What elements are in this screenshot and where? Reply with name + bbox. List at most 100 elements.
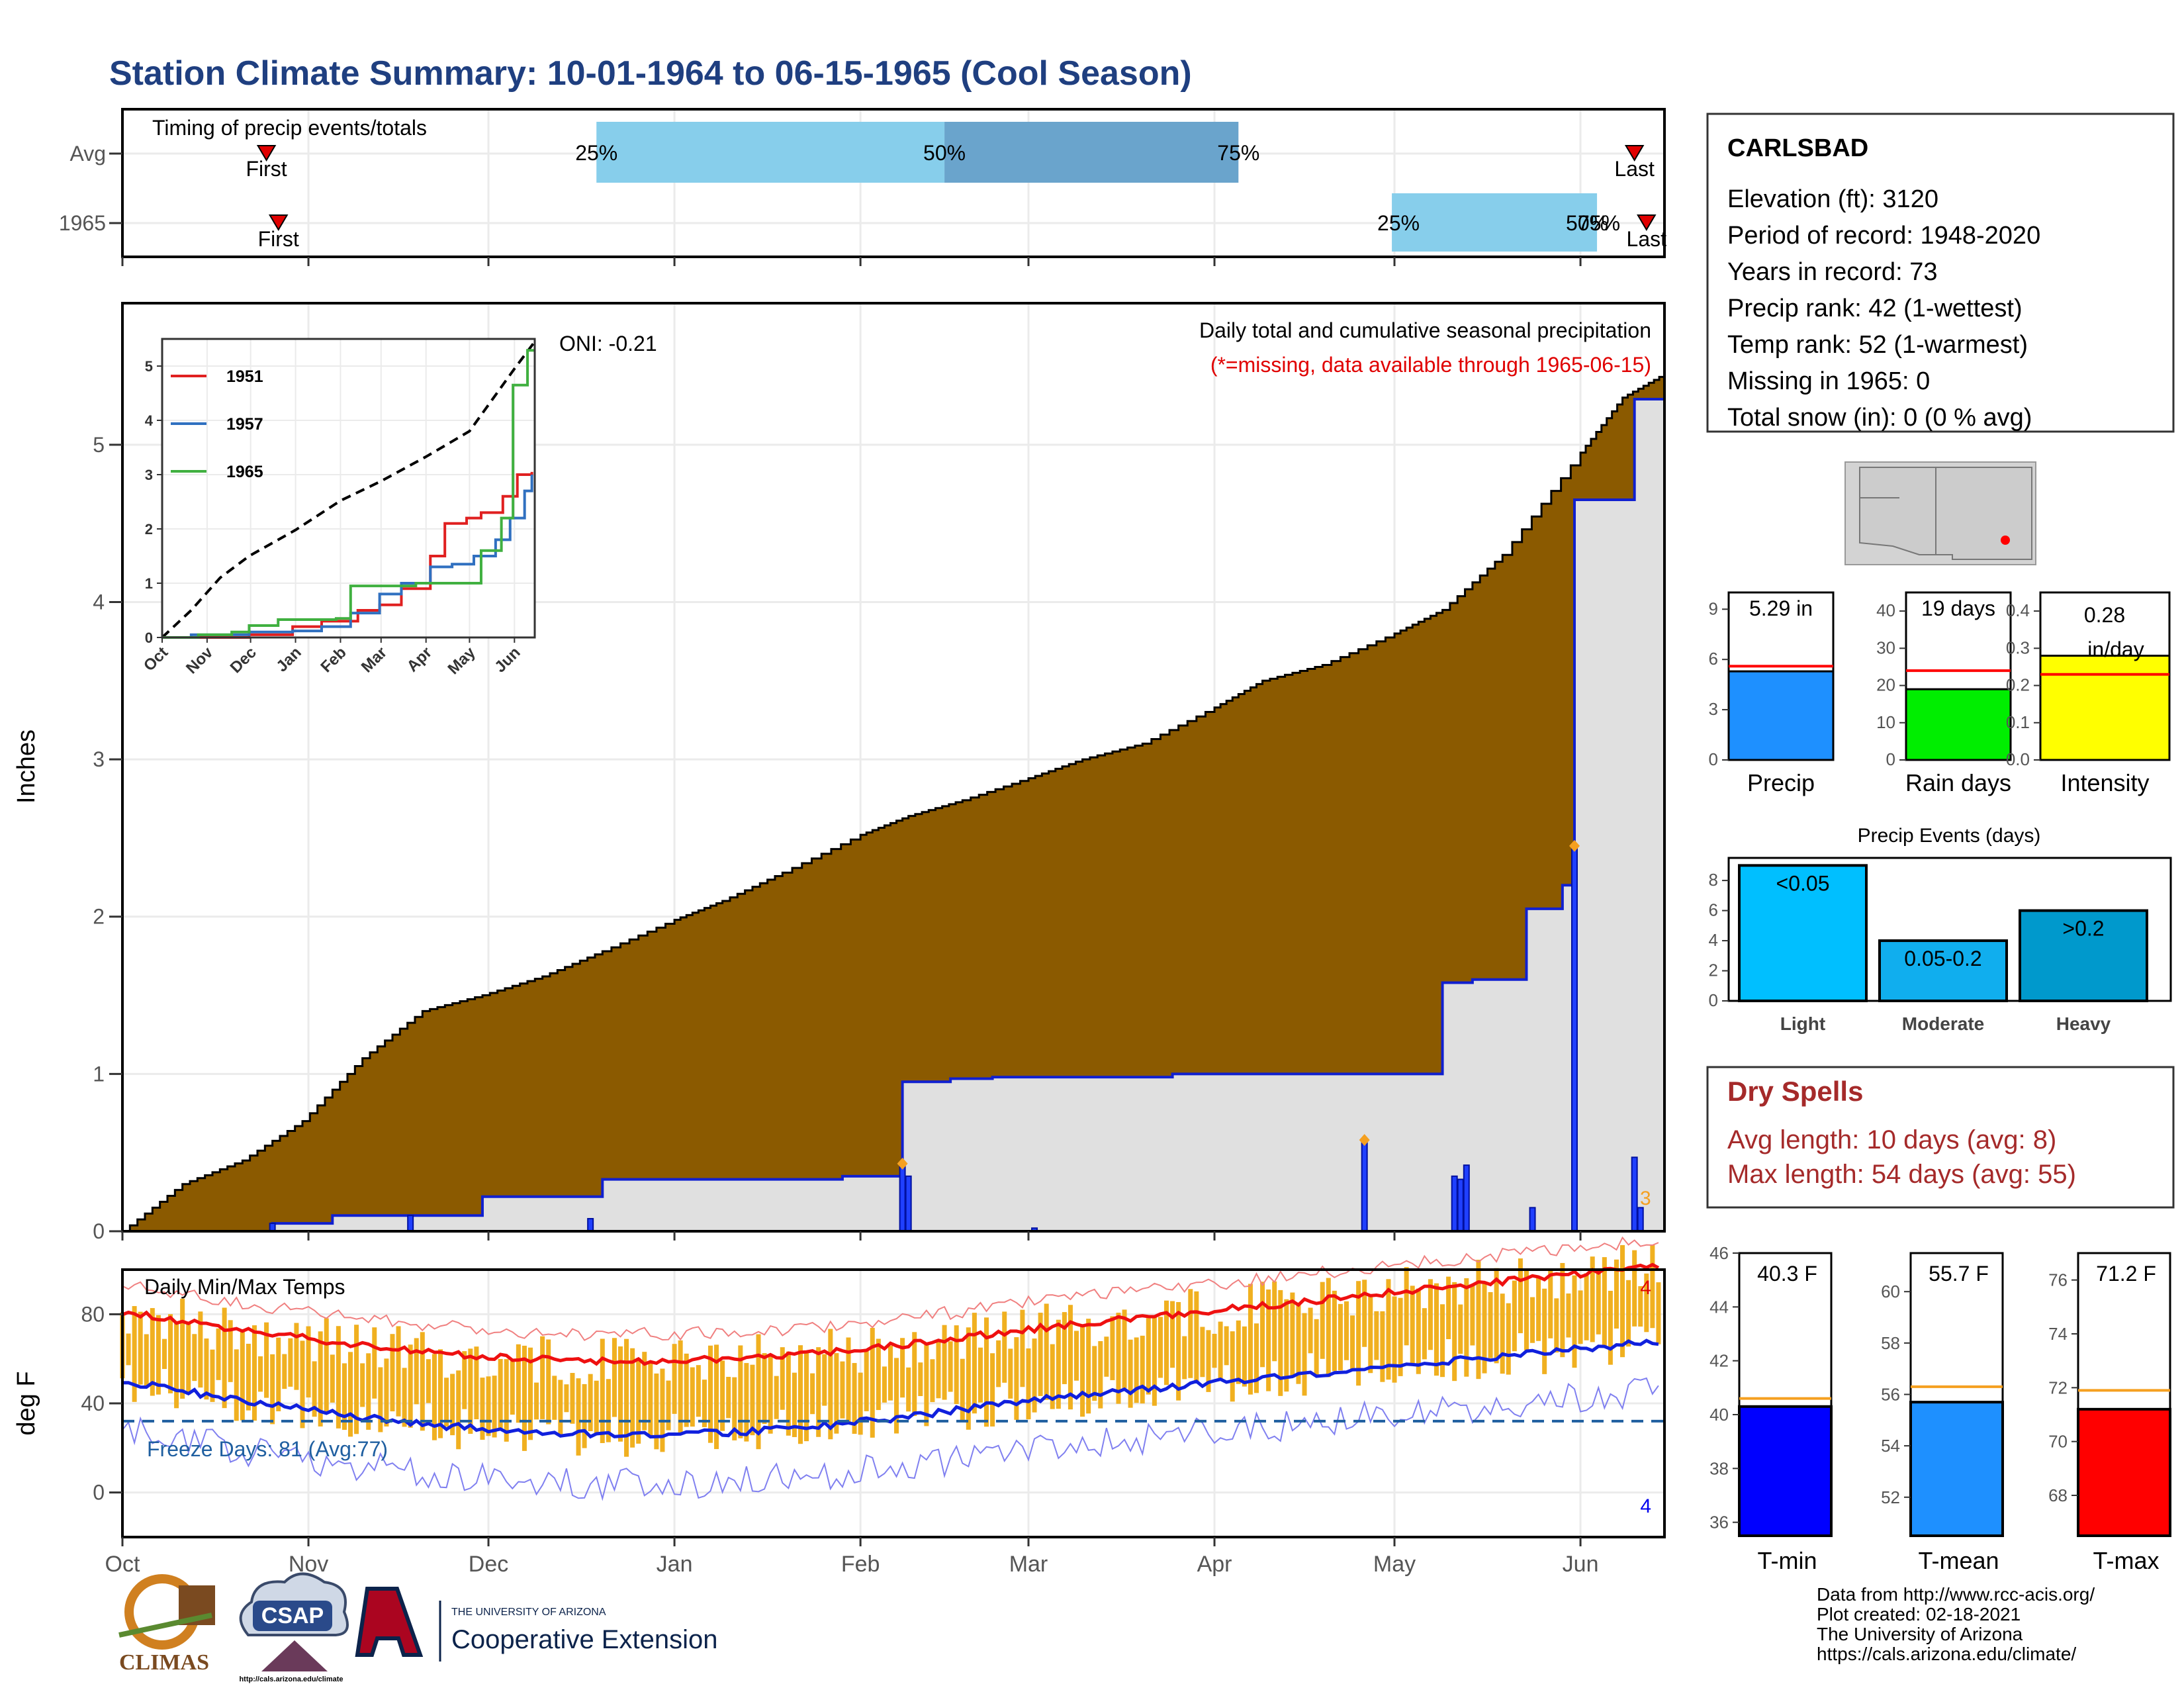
precip-ytick-label: 1 [93,1062,105,1086]
1965-q50-label: 50% [1566,211,1608,235]
summary-ytick-label: 0 [1709,749,1718,769]
daily-temp-bar [707,1345,713,1443]
daily-temp-bar [552,1376,557,1420]
month-label: Nov [289,1552,328,1577]
daily-temp-bar [522,1345,527,1451]
temp-bar-ytick-label: 60 [1881,1282,1900,1301]
daily-temp-bar [1566,1293,1571,1338]
daily-temp-bar [186,1324,191,1395]
daily-temp-bar [1362,1280,1367,1347]
month-label: May [1373,1552,1416,1577]
daily-temp-bar [600,1338,605,1444]
daily-precip-bar [587,1217,594,1233]
summary-bar-label: Precip [1747,769,1815,796]
summary-ytick-label: 10 [1876,712,1895,732]
daily-temp-bar [1272,1281,1277,1362]
daily-temp-bar [1224,1326,1229,1366]
daily-temp-bar [762,1353,767,1425]
csap-mountain-icon [261,1640,328,1671]
temp-bar-fill [1738,1405,1833,1538]
daily-temp-bar [372,1327,377,1399]
daily-temp-bar [864,1350,869,1411]
credit-line: https://cals.arizona.edu/climate/ [1817,1644,2076,1664]
precip-panel: 0 1 2 3 4 5 Inches ONI: -0.21 Daily total and cu… [13,302,1666,1243]
summary-ytick-label: 30 [1876,637,1895,657]
summary-value-intensity: 0.28 [2084,603,2125,627]
daily-temp-bar [251,1325,257,1421]
daily-temp-bar [1650,1244,1655,1329]
temp-label: Daily Min/Max Temps [144,1275,345,1299]
daily-temp-bar [894,1358,899,1434]
daily-temp-bar [1614,1259,1619,1329]
daily-temp-bar [1236,1320,1241,1384]
daily-precip-bar [1463,1164,1470,1233]
daily-temp-bar [324,1318,329,1412]
daily-temp-bar [1632,1250,1637,1327]
events-ytick-label: 6 [1709,900,1718,920]
daily-temp-bar [1458,1304,1463,1354]
daily-temp-bar [846,1337,851,1424]
precip-caption: Daily total and cumulative seasonal prec… [1199,318,1651,342]
station-info-line: Elevation (ft): 3120 [1727,185,1938,213]
daily-temp-bar [294,1323,299,1390]
daily-temp-bar [1032,1338,1037,1413]
temp-bar-label: T-min [1758,1547,1817,1574]
summary-value-raindays: 19 days [1921,596,1995,620]
daily-temp-bar [1494,1268,1499,1364]
daily-temp-bar [414,1338,419,1405]
daily-temp-bar [1512,1280,1517,1352]
temp-ytick-label: 80 [81,1302,105,1326]
state-outline [1859,467,2032,560]
daily-temp-bar [1188,1289,1193,1378]
temp-bar-ytick-label: 38 [1709,1458,1729,1478]
freeze-label: Freeze Days: 81 (Avg:77) [147,1437,388,1461]
daily-temp-bar [1320,1282,1325,1359]
station-frame [1706,113,2175,433]
event-bar-label: Light [1780,1013,1825,1034]
temp-ylabel: deg F [13,1371,40,1435]
daily-temp-bar [672,1344,677,1414]
temp-bar-value: 55.7 F [1929,1262,1989,1286]
daily-temp-bar [1176,1301,1181,1401]
daily-temp-bar [341,1363,347,1430]
daily-temp-bar [426,1359,431,1403]
daily-temp-bar [474,1346,479,1420]
daily-temp-bar [738,1345,743,1438]
daily-temp-bar [576,1378,581,1456]
daily-temp-bar [1332,1290,1337,1372]
daily-temp-bar [564,1384,569,1413]
summary-ytick-label: 0.2 [2006,675,2030,695]
daily-temp-bar [792,1372,797,1437]
daily-temp-bar [1572,1275,1577,1368]
daily-temp-bar [144,1334,149,1388]
summary-ytick-label: 0 [1886,749,1895,769]
daily-temp-bar [834,1353,839,1434]
daily-temp-bar [1104,1336,1109,1377]
avg-bar-q25-q50 [596,122,945,183]
page-title: Station Climate Summary: 10-01-1964 to 0… [109,54,1192,93]
daily-temp-bar [1164,1300,1169,1385]
daily-temp-bar [1044,1303,1049,1400]
daily-temp-bar [726,1376,731,1419]
avg-last-marker [1624,145,1645,162]
credit-line: The University of Arizona [1817,1624,2023,1644]
daily-temp-bar [797,1345,803,1444]
precip-ytick-label: 5 [93,433,105,457]
daily-temp-bar [1080,1324,1085,1417]
daily-temp-bar [1056,1319,1061,1409]
daily-temp-bar [492,1376,497,1438]
daily-temp-bar [990,1353,995,1427]
event-bar-label: Moderate [1902,1013,1984,1034]
max-day-diamond [1359,1134,1370,1147]
daily-temp-bar [612,1338,617,1417]
daily-temp-bar [228,1320,233,1382]
temp-bar-fill [2077,1407,2171,1538]
daily-temp-bar [450,1374,455,1436]
daily-temp-bar [720,1360,725,1431]
daily-temp-bar [870,1327,875,1438]
inset-legend-label: 1951 [226,367,263,386]
summary-bar-label: Rain days [1905,769,2011,796]
daily-temp-bar [1482,1284,1487,1374]
daily-temp-bar [1404,1267,1409,1346]
